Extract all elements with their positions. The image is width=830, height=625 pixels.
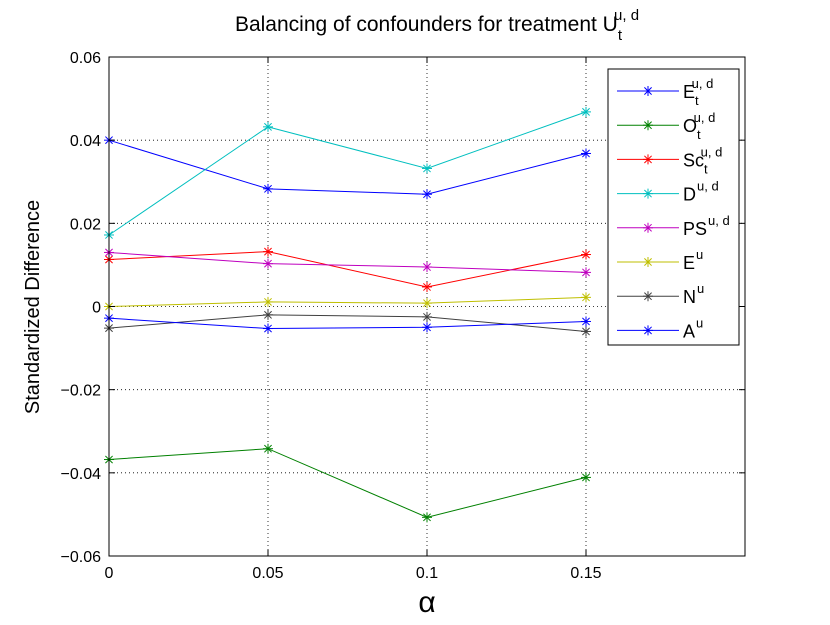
data-point (422, 281, 432, 292)
data-point (263, 183, 273, 194)
data-point (581, 267, 591, 278)
data-point (422, 189, 432, 200)
data-point (263, 323, 273, 334)
legend-label: Du, d (683, 179, 719, 205)
legend-label: Sctu, d (683, 144, 722, 176)
data-point (263, 296, 273, 307)
series-line (108, 296, 587, 307)
legend-marker (643, 120, 653, 131)
series-2 (104, 246, 591, 292)
data-point (581, 316, 591, 327)
y-tick-label: 0.06 (70, 50, 101, 67)
legend-entry: Eu (617, 247, 703, 273)
data-point (581, 472, 591, 483)
y-tick-label: 0.02 (70, 216, 101, 233)
data-point (581, 106, 591, 117)
data-point (263, 443, 273, 454)
y-tick-label: 0.04 (70, 133, 101, 150)
x-tick-label: 0 (105, 565, 114, 582)
y-tick-label: −0.02 (61, 383, 102, 400)
legend-marker (643, 291, 653, 302)
legend-marker (643, 86, 653, 96)
legend-entry: Sctu, d (617, 144, 722, 176)
series-line (108, 111, 587, 236)
data-point (422, 512, 432, 523)
legend-marker (643, 188, 653, 199)
x-tick-label: 0.1 (416, 565, 438, 582)
data-point (422, 311, 432, 322)
series-line (108, 139, 587, 195)
data-point (263, 309, 273, 320)
legend-marker (643, 154, 653, 165)
legend-label: Otu, d (683, 110, 715, 142)
legend-entry: PSu, d (617, 213, 730, 239)
series-line (108, 317, 587, 330)
y-tick-label: −0.06 (61, 549, 102, 566)
legend-entry: Au (617, 315, 703, 341)
data-point (581, 148, 591, 159)
x-axis-label: α (418, 586, 435, 619)
data-point (422, 163, 432, 174)
chart-title: Balancing of confounders for treatment U… (235, 7, 639, 44)
series-line (108, 251, 587, 288)
legend-entry: Etu, d (617, 76, 713, 108)
legend-box (607, 68, 740, 346)
series-line (108, 251, 587, 273)
data-point (422, 322, 432, 333)
legend-entry: Otu, d (617, 110, 715, 142)
legend-entry: Du, d (617, 179, 719, 205)
legend-label: Nu (683, 281, 704, 307)
data-point (422, 298, 432, 309)
titles: Balancing of confounders for treatment U… (22, 7, 639, 619)
series-5 (104, 292, 591, 312)
legend-marker (643, 222, 653, 233)
data-point (422, 261, 432, 272)
legend-label: Au (683, 315, 703, 341)
axes: 0 0.05 0.1 0.15 0.06 0.04 0.02 0 −0.02 −0.04 −0.06 (61, 50, 746, 582)
x-tick-label: 0.05 (252, 565, 283, 582)
data-point (263, 258, 273, 269)
legend-marker (643, 325, 653, 336)
y-axis-label: Standardized Difference (22, 200, 44, 414)
data-point (581, 249, 591, 260)
y-tick-label: −0.04 (61, 466, 102, 483)
legend-label: Eu (683, 247, 703, 273)
series-line (108, 448, 587, 518)
x-tick-label: 0.15 (570, 565, 601, 582)
data-point (581, 326, 591, 337)
data-point (581, 292, 591, 303)
legend-marker (643, 257, 653, 267)
legend-entry: Nu (617, 281, 704, 307)
data-point (263, 246, 273, 257)
data-point (263, 121, 273, 132)
legend-label: PSu, d (683, 213, 730, 239)
y-tick-label: 0 (92, 300, 101, 317)
legend-label: Etu, d (683, 76, 713, 108)
